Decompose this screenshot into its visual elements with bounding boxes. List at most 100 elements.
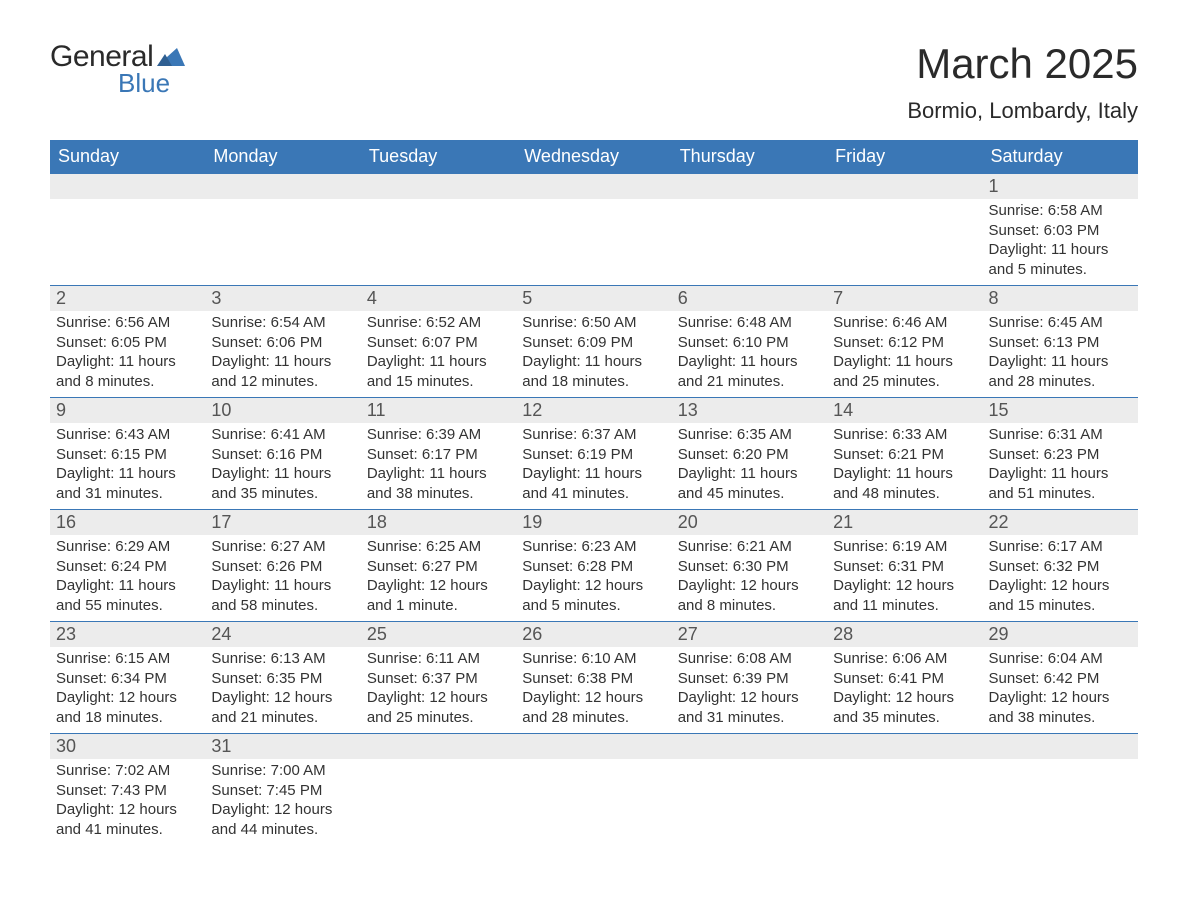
weekday-header: Friday (827, 140, 982, 174)
sunset-text: Sunset: 7:43 PM (56, 781, 199, 801)
day-number-cell (672, 174, 827, 200)
daylight-text-2: and 31 minutes. (56, 484, 199, 504)
day-data-row: Sunrise: 6:15 AMSunset: 6:34 PMDaylight:… (50, 647, 1138, 734)
daylight-text-2: and 1 minute. (367, 596, 510, 616)
sunset-text: Sunset: 6:20 PM (678, 445, 821, 465)
daylight-text-2: and 28 minutes. (989, 372, 1132, 392)
sunrise-text: Sunrise: 6:29 AM (56, 537, 199, 557)
sunrise-text: Sunrise: 6:23 AM (522, 537, 665, 557)
daylight-text-1: Daylight: 11 hours (833, 352, 976, 372)
sunset-text: Sunset: 6:19 PM (522, 445, 665, 465)
sunrise-text: Sunrise: 6:58 AM (989, 201, 1132, 221)
day-data-cell (983, 759, 1138, 845)
day-data-cell: Sunrise: 6:29 AMSunset: 6:24 PMDaylight:… (50, 535, 205, 622)
sunset-text: Sunset: 6:32 PM (989, 557, 1132, 577)
sunset-text: Sunset: 6:41 PM (833, 669, 976, 689)
daylight-text-2: and 11 minutes. (833, 596, 976, 616)
day-data-cell: Sunrise: 6:08 AMSunset: 6:39 PMDaylight:… (672, 647, 827, 734)
sunrise-text: Sunrise: 6:11 AM (367, 649, 510, 669)
day-data-cell (672, 759, 827, 845)
day-number-cell (516, 174, 671, 200)
sunrise-text: Sunrise: 6:10 AM (522, 649, 665, 669)
day-data-cell (361, 199, 516, 286)
day-data-cell: Sunrise: 6:31 AMSunset: 6:23 PMDaylight:… (983, 423, 1138, 510)
sunrise-text: Sunrise: 6:41 AM (211, 425, 354, 445)
day-data-cell: Sunrise: 6:45 AMSunset: 6:13 PMDaylight:… (983, 311, 1138, 398)
sunrise-text: Sunrise: 6:35 AM (678, 425, 821, 445)
sunset-text: Sunset: 6:35 PM (211, 669, 354, 689)
day-number-cell: 24 (205, 622, 360, 648)
daylight-text-2: and 25 minutes. (367, 708, 510, 728)
daylight-text-1: Daylight: 11 hours (833, 464, 976, 484)
sunset-text: Sunset: 7:45 PM (211, 781, 354, 801)
daylight-text-2: and 35 minutes. (211, 484, 354, 504)
day-data-cell: Sunrise: 6:37 AMSunset: 6:19 PMDaylight:… (516, 423, 671, 510)
daylight-text-1: Daylight: 12 hours (56, 688, 199, 708)
sunrise-text: Sunrise: 6:56 AM (56, 313, 199, 333)
daylight-text-2: and 8 minutes. (678, 596, 821, 616)
weekday-header: Thursday (672, 140, 827, 174)
sunset-text: Sunset: 6:27 PM (367, 557, 510, 577)
sunrise-text: Sunrise: 6:04 AM (989, 649, 1132, 669)
day-data-cell: Sunrise: 6:56 AMSunset: 6:05 PMDaylight:… (50, 311, 205, 398)
sunset-text: Sunset: 6:39 PM (678, 669, 821, 689)
day-data-cell: Sunrise: 6:39 AMSunset: 6:17 PMDaylight:… (361, 423, 516, 510)
day-number-cell: 28 (827, 622, 982, 648)
day-data-cell: Sunrise: 6:04 AMSunset: 6:42 PMDaylight:… (983, 647, 1138, 734)
day-number-cell (205, 174, 360, 200)
daylight-text-1: Daylight: 11 hours (522, 464, 665, 484)
daylight-text-1: Daylight: 12 hours (367, 688, 510, 708)
daylight-text-2: and 55 minutes. (56, 596, 199, 616)
sunrise-text: Sunrise: 6:50 AM (522, 313, 665, 333)
day-number-cell: 16 (50, 510, 205, 536)
day-number-cell (983, 734, 1138, 760)
day-number-cell: 2 (50, 286, 205, 312)
sunrise-text: Sunrise: 6:33 AM (833, 425, 976, 445)
sunset-text: Sunset: 6:37 PM (367, 669, 510, 689)
sunrise-text: Sunrise: 6:45 AM (989, 313, 1132, 333)
day-number-cell (516, 734, 671, 760)
daylight-text-1: Daylight: 11 hours (56, 352, 199, 372)
sunset-text: Sunset: 6:31 PM (833, 557, 976, 577)
day-data-cell (361, 759, 516, 845)
daylight-text-2: and 31 minutes. (678, 708, 821, 728)
daylight-text-2: and 15 minutes. (989, 596, 1132, 616)
daylight-text-1: Daylight: 12 hours (989, 688, 1132, 708)
sunset-text: Sunset: 6:24 PM (56, 557, 199, 577)
daylight-text-1: Daylight: 12 hours (522, 688, 665, 708)
daylight-text-1: Daylight: 11 hours (211, 352, 354, 372)
day-data-cell (827, 199, 982, 286)
day-number-cell: 7 (827, 286, 982, 312)
daylight-text-2: and 15 minutes. (367, 372, 510, 392)
daylight-text-1: Daylight: 12 hours (56, 800, 199, 820)
day-number-cell: 6 (672, 286, 827, 312)
day-data-cell: Sunrise: 6:27 AMSunset: 6:26 PMDaylight:… (205, 535, 360, 622)
daylight-text-2: and 28 minutes. (522, 708, 665, 728)
daylight-text-1: Daylight: 12 hours (678, 576, 821, 596)
daylight-text-1: Daylight: 12 hours (211, 688, 354, 708)
daylight-text-2: and 44 minutes. (211, 820, 354, 840)
day-number-cell: 22 (983, 510, 1138, 536)
day-number-cell: 19 (516, 510, 671, 536)
day-number-cell: 20 (672, 510, 827, 536)
sunrise-text: Sunrise: 6:25 AM (367, 537, 510, 557)
sunset-text: Sunset: 6:03 PM (989, 221, 1132, 241)
day-data-cell: Sunrise: 6:06 AMSunset: 6:41 PMDaylight:… (827, 647, 982, 734)
daylight-text-1: Daylight: 11 hours (989, 352, 1132, 372)
day-number-cell (827, 174, 982, 200)
sunrise-text: Sunrise: 6:48 AM (678, 313, 821, 333)
daylight-text-2: and 18 minutes. (56, 708, 199, 728)
daylight-text-1: Daylight: 11 hours (211, 464, 354, 484)
sunrise-text: Sunrise: 7:02 AM (56, 761, 199, 781)
day-data-cell: Sunrise: 6:10 AMSunset: 6:38 PMDaylight:… (516, 647, 671, 734)
weekday-header: Saturday (983, 140, 1138, 174)
sunrise-text: Sunrise: 6:17 AM (989, 537, 1132, 557)
day-data-cell (205, 199, 360, 286)
day-number-cell: 25 (361, 622, 516, 648)
day-data-cell: Sunrise: 6:50 AMSunset: 6:09 PMDaylight:… (516, 311, 671, 398)
day-number-cell: 21 (827, 510, 982, 536)
daylight-text-2: and 18 minutes. (522, 372, 665, 392)
daylight-text-2: and 8 minutes. (56, 372, 199, 392)
sunrise-text: Sunrise: 6:46 AM (833, 313, 976, 333)
day-data-cell: Sunrise: 6:19 AMSunset: 6:31 PMDaylight:… (827, 535, 982, 622)
